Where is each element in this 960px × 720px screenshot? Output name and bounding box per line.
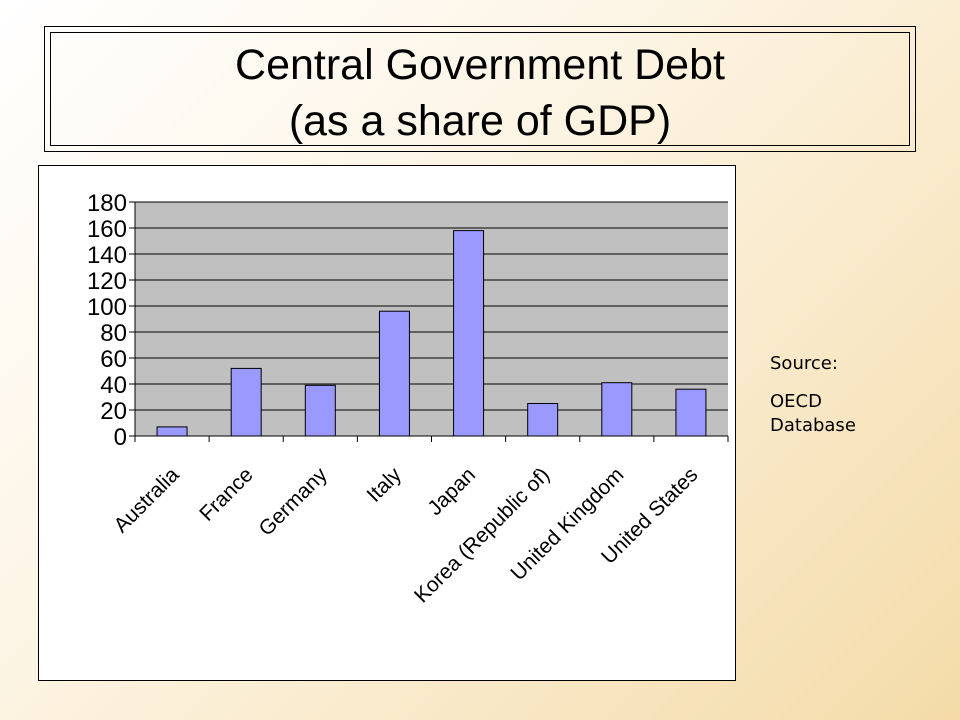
x-tick-label: Japan bbox=[423, 463, 480, 520]
chart-frame: 0 20 40 60 80 100 120 140 160 180 Australia France G… bbox=[38, 165, 736, 681]
x-tick-label: Australia bbox=[110, 463, 184, 537]
source-label: Source: bbox=[770, 353, 838, 374]
y-tick-label: 0 bbox=[114, 424, 127, 451]
y-tick-label: 120 bbox=[87, 268, 127, 295]
y-tick-label: 40 bbox=[100, 372, 127, 399]
chart-title: Central Government Debt (as a share of G… bbox=[45, 37, 915, 149]
x-tick-label: Germany bbox=[255, 463, 333, 541]
x-tick-label: France bbox=[195, 463, 257, 525]
y-tick-label: 180 bbox=[87, 190, 127, 217]
bar bbox=[378, 310, 410, 437]
chart-title-line-2: (as a share of GDP) bbox=[288, 97, 672, 145]
bar bbox=[304, 384, 336, 437]
source-note: Source: OECD Database bbox=[770, 352, 890, 452]
bar bbox=[527, 403, 559, 437]
title-inner-border bbox=[50, 32, 910, 146]
y-tick-label: 60 bbox=[100, 346, 127, 373]
bar bbox=[156, 426, 188, 437]
y-tick-label: 20 bbox=[100, 398, 127, 425]
y-tick-label: 100 bbox=[87, 294, 127, 321]
title-box: Central Government Debt (as a share of G… bbox=[44, 26, 916, 152]
plot-area bbox=[135, 202, 728, 436]
bar bbox=[601, 382, 633, 437]
y-tick-label: 160 bbox=[87, 216, 127, 243]
x-tick-label: Korea (Republic of) bbox=[410, 463, 554, 607]
x-tick-label: Italy bbox=[362, 463, 406, 507]
y-tick-label: 140 bbox=[87, 242, 127, 269]
bar bbox=[453, 230, 485, 437]
bar bbox=[230, 367, 262, 437]
source-text: OECD Database bbox=[770, 391, 856, 436]
bar bbox=[675, 388, 707, 437]
y-tick-label: 80 bbox=[100, 320, 127, 347]
chart-title-line-1: Central Government Debt bbox=[235, 41, 725, 89]
